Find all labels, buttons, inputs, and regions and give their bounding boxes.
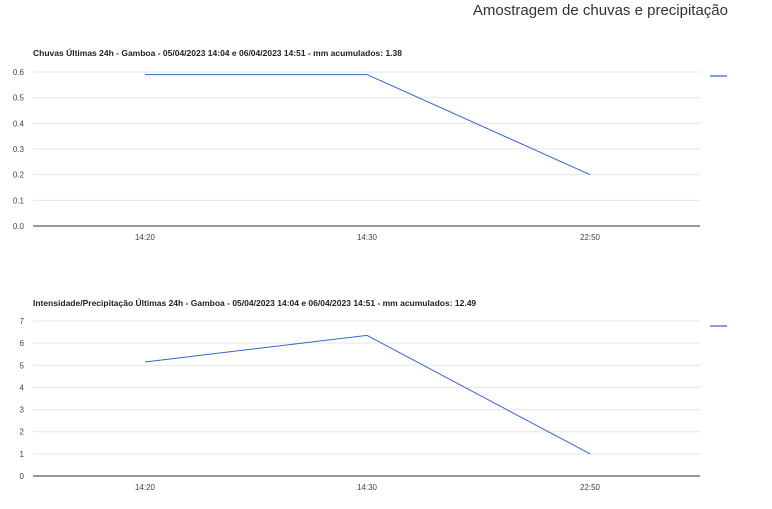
x-tick-label: 14:20	[135, 233, 156, 242]
y-tick-label: 0.0	[13, 222, 25, 231]
x-tick-label: 14:20	[135, 483, 156, 492]
y-tick-label: 6	[20, 339, 25, 348]
x-tick-label: 22:50	[580, 483, 601, 492]
page-title: Amostragem de chuvas e precipitação	[472, 2, 728, 19]
y-tick-label: 0	[20, 472, 25, 481]
y-tick-label: 4	[20, 383, 25, 392]
y-tick-label: 0.2	[13, 171, 25, 180]
x-tick-label: 14:30	[357, 233, 378, 242]
chart-title-intensidade: Intensidade/Precipitação Últimas 24h - G…	[33, 298, 477, 308]
y-tick-label: 0.1	[13, 196, 25, 205]
y-tick-label: 7	[20, 317, 25, 326]
y-tick-label: 0.3	[13, 145, 25, 154]
y-tick-label: 0.4	[13, 119, 25, 128]
y-tick-label: 1	[20, 450, 25, 459]
y-tick-label: 3	[20, 406, 25, 415]
x-tick-label: 22:50	[580, 233, 601, 242]
chart-title-chuvas: Chuvas Últimas 24h - Gamboa - 05/04/2023…	[33, 48, 402, 58]
series-line	[144, 334, 591, 455]
y-tick-label: 2	[20, 428, 25, 437]
x-tick-label: 14:30	[357, 483, 378, 492]
y-tick-label: 0.6	[13, 68, 25, 77]
y-tick-label: 0.5	[13, 94, 25, 103]
y-tick-label: 5	[20, 361, 25, 370]
